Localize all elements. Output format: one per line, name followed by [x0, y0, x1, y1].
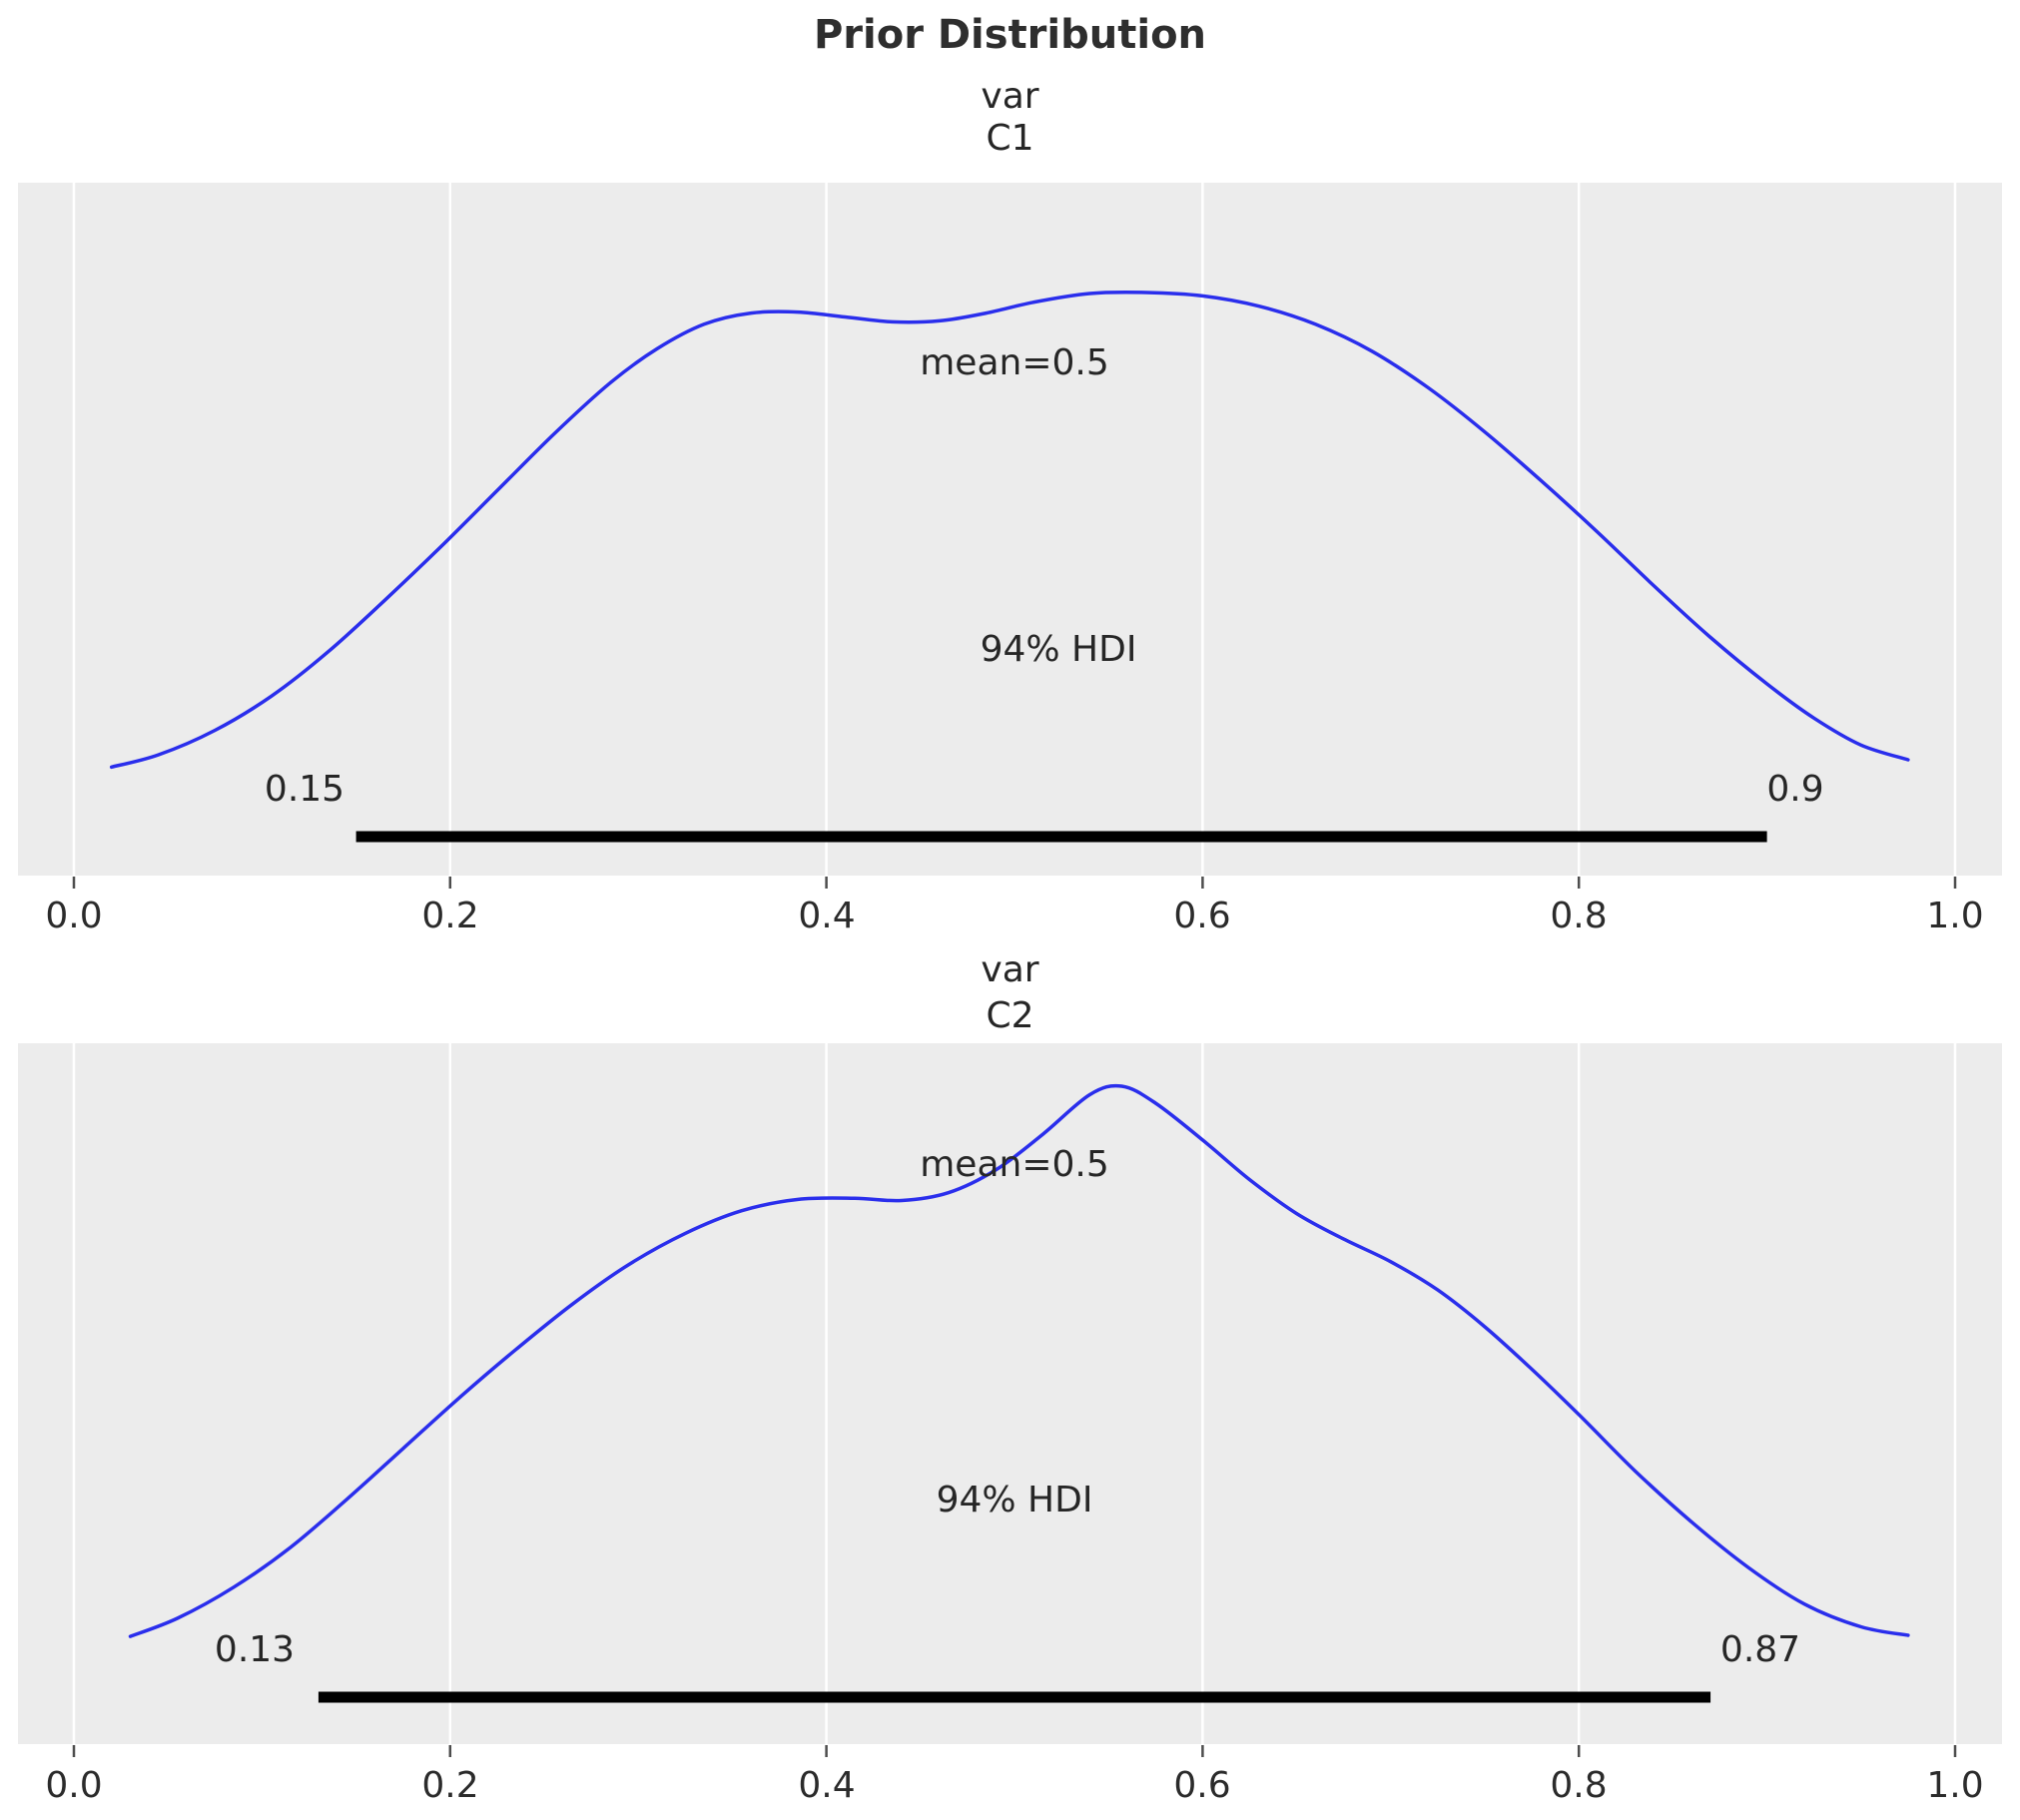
hdi-lower-label: 0.13: [214, 1629, 296, 1670]
x-tick-label: 0.2: [421, 896, 479, 936]
mean-annotation: mean=0.5: [920, 1144, 1109, 1185]
kde-curve: [109, 290, 1910, 770]
x-tick-label: 1.0: [1926, 896, 1984, 936]
x-tick-label: 0.4: [798, 896, 856, 936]
hdi-annotation: 94% HDI: [936, 1480, 1093, 1520]
figure-title: Prior Distribution: [813, 12, 1207, 58]
x-tick-label: 0.4: [798, 1765, 856, 1806]
kde-curve: [128, 1083, 1910, 1638]
mean-annotation: mean=0.5: [920, 342, 1109, 383]
x-tick-label: 0.8: [1550, 1765, 1608, 1806]
hdi-upper-label: 0.9: [1766, 769, 1824, 810]
hdi-annotation: 94% HDI: [980, 629, 1137, 670]
x-tick-label: 0.8: [1550, 896, 1608, 936]
panel-name: C2: [986, 995, 1034, 1036]
x-tick-label: 1.0: [1926, 1765, 1984, 1806]
x-tick-label: 0.0: [45, 1765, 103, 1806]
panel-var-label: var: [981, 76, 1039, 117]
x-tick-label: 0.0: [45, 896, 103, 936]
panel-name: C1: [986, 118, 1034, 159]
kde-plot-c1: [18, 183, 2002, 889]
hdi-lower-label: 0.15: [264, 769, 345, 810]
x-tick-label: 0.6: [1173, 896, 1231, 936]
panel-var-label: var: [981, 949, 1039, 990]
x-tick-label: 0.6: [1173, 1765, 1231, 1806]
hdi-upper-label: 0.87: [1719, 1629, 1801, 1670]
plot-background: [18, 183, 2002, 876]
x-tick-label: 0.2: [421, 1765, 479, 1806]
kde-plot-c2: [18, 1043, 2002, 1757]
